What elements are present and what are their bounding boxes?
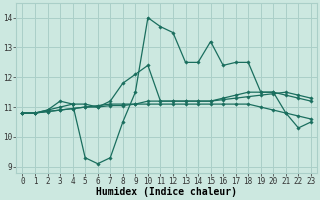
X-axis label: Humidex (Indice chaleur): Humidex (Indice chaleur) [96, 187, 237, 197]
